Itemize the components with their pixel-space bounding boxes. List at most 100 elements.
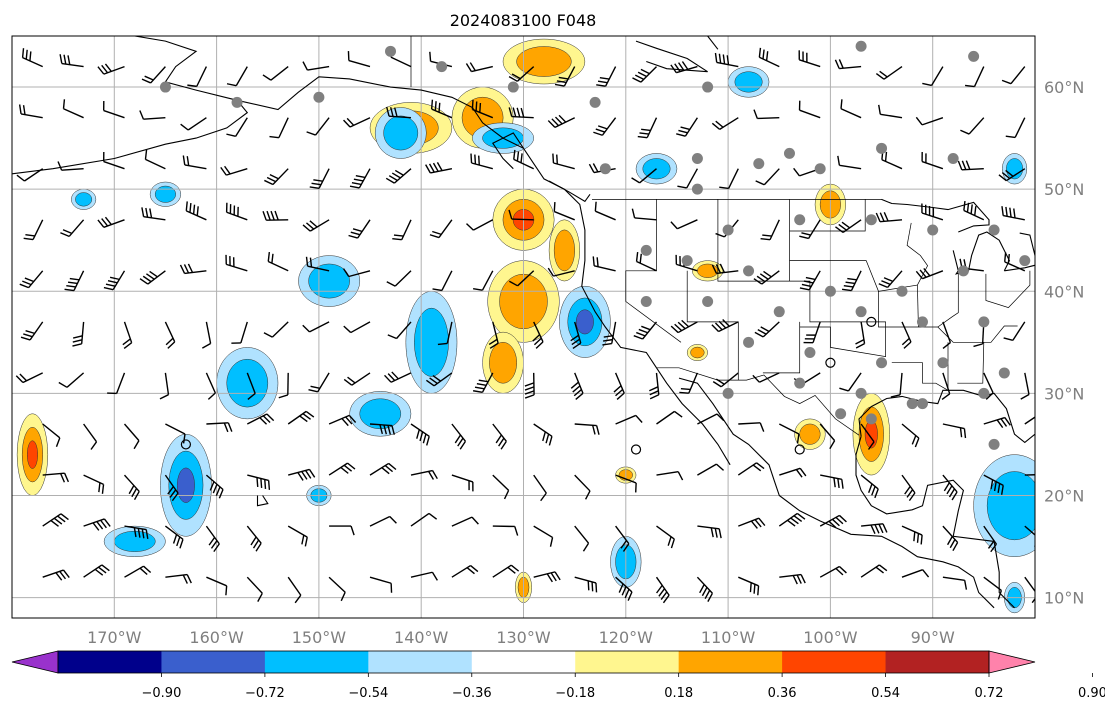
wind-barb [574,525,590,552]
wind-barb [201,321,212,349]
wind-barb [206,576,228,596]
colorbar [11,650,1036,674]
wind-barb [305,256,330,272]
wind-barb [492,423,507,450]
coastline-segment [858,389,1035,444]
colorbar-segment [58,651,162,673]
wind-barb [141,207,166,221]
station-marker [722,387,734,399]
wind-barb [778,512,806,527]
wind-barb [631,208,657,221]
coastline-segment [491,132,524,170]
border-line [789,199,866,232]
wind-barb [1024,473,1035,476]
anomaly-contour [414,307,449,377]
station-marker [507,81,519,93]
wind-barb [386,270,412,287]
colorbar-tick-label: 0.54 [871,686,900,701]
wind-barb [860,564,888,578]
wind-barb [226,117,248,138]
station-marker [835,408,847,420]
station-marker [436,61,448,73]
wind-barb [921,203,944,221]
wind-barb [676,117,698,137]
wind-barb [329,525,355,536]
wind-barb [655,576,670,604]
wind-barb [983,576,1003,600]
wind-barb [306,117,330,136]
coastline-segment [256,495,269,507]
colorbar-extend-high [988,650,1036,674]
wind-barb [799,219,821,240]
longitude-tick-label: 150°W [292,628,347,647]
longitude-tick-label: 140°W [394,628,449,647]
wind-barb [384,371,412,383]
wind-barb [834,59,862,70]
station-marker [313,91,325,103]
station-marker [159,81,171,93]
anomaly-contour [26,440,38,469]
wind-barb [20,321,44,341]
wind-barb [633,321,658,340]
wind-barb [878,270,903,289]
wind-barb [570,321,582,349]
latitude-tick-label: 60°N [1044,78,1084,97]
wind-barbs [15,47,1035,604]
station-marker [743,265,755,277]
wind-barb [679,372,699,394]
wind-barb [57,161,84,171]
coastline-segment [1004,232,1035,272]
wind-barb [287,576,302,604]
wind-barb [820,474,844,489]
wind-barb [1003,321,1026,342]
wind-barb [429,219,453,239]
wind-barb [42,423,61,447]
wind-barb [1024,411,1035,425]
wind-barb [103,270,126,291]
wind-barb [42,569,70,581]
wind-barb [430,99,453,119]
colorbar-tick-label: −0.54 [348,686,388,701]
wind-barb [180,117,207,131]
wind-barb [165,423,186,444]
station-marker [691,153,703,165]
station-marker [1019,255,1031,267]
wind-barb [752,372,780,383]
wind-barb [637,117,658,139]
wind-barb [524,372,535,399]
station-marker [385,45,397,57]
station-marker [855,387,867,399]
wind-barb [711,263,739,275]
wind-barb [387,321,412,340]
anomaly-contour [734,71,763,93]
station-marker [896,285,908,297]
wind-barb [182,155,207,170]
colorbar-segment [368,651,473,673]
colorbar-tick-label: −0.90 [142,686,182,701]
wind-barb [328,576,346,602]
wind-barb [302,321,330,333]
wind-barb [533,423,553,446]
wind-barb [473,372,494,394]
wind-barb [369,515,397,527]
anomaly-contour [553,229,575,272]
longitude-tick-label: 100°W [803,628,858,647]
latitude-tick-label: 50°N [1044,180,1084,199]
border-line [789,222,929,292]
wind-barb [738,517,766,529]
latitude-tick-label: 30°N [1044,384,1084,403]
colorbar-segment [678,651,783,673]
wind-barb [97,216,125,228]
wind-barb [451,564,479,578]
wind-barb [328,414,357,427]
station-marker [988,224,1000,236]
wind-barb [963,200,985,221]
wind-barb [102,152,125,170]
wind-barb [473,270,494,291]
station-marker [824,285,836,297]
wind-barb [1020,372,1030,400]
wind-barb [269,117,289,139]
longitude-labels: 170°W 160°W 150°W 140°W 130°W 120°W 110°W 100°W… [87,628,955,647]
wind-barb [860,474,879,499]
wind-barb [466,219,494,231]
